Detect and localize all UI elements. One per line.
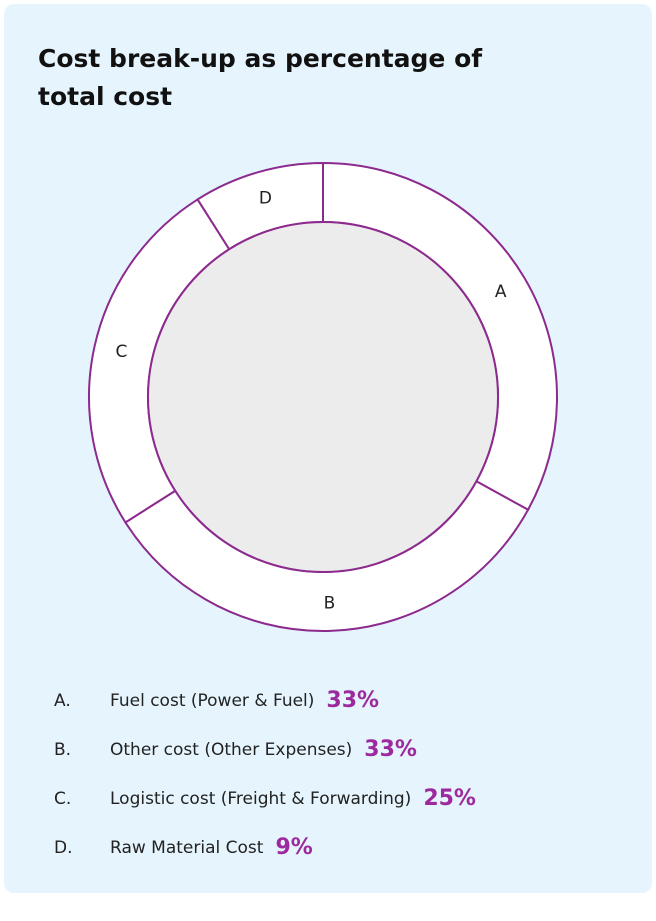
value-label: 33% [364,737,417,762]
legend-item: C. Logistic cost (Freight & Forwarding) 25… [54,774,476,823]
legend-label: Logistic cost (Freight & Forwarding) [110,788,412,809]
legend-label: Other cost (Other Expenses) [110,739,353,760]
legend: A. Fuel cost (Power & Fuel) 33% B. Other cos… [54,676,476,872]
value-label: 33% [326,688,380,713]
value-label: 25% [423,786,476,811]
segment-label: A [495,282,507,302]
legend-marker: D. [54,837,73,858]
legend-label: Fuel cost (Power & Fuel) [110,690,315,711]
legend-label: Raw Material Cost [110,837,264,858]
chart-title: Cost break-up as percentage of total cos… [38,44,483,111]
legend-item: B. Other cost (Other Expenses) 33% [54,725,476,774]
legend-marker: A. [54,690,71,711]
legend-marker: B. [54,739,72,760]
segment-label: B [324,593,336,613]
value-label: 9% [275,835,313,860]
segment-label: D [259,189,272,209]
segment-label: C [116,342,128,362]
legend-item: D. Raw Material Cost 9% [54,823,476,872]
donut-hole [147,221,499,573]
legend-marker: C. [54,788,72,809]
legend-item: A. Fuel cost (Power & Fuel) 33% [54,676,476,725]
